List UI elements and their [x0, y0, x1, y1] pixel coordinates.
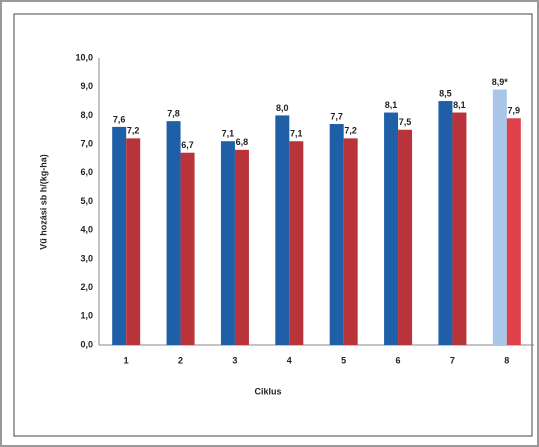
data-label: 6,7: [181, 140, 194, 150]
bar: [126, 138, 141, 345]
x-tick-label: 6: [396, 355, 401, 365]
bar: [398, 129, 413, 345]
data-label: 8,9*: [492, 77, 509, 87]
y-tick-label: 7,0: [80, 138, 93, 148]
x-tick-label: 8: [504, 355, 509, 365]
y-tick-label: 2,0: [80, 282, 93, 292]
y-tick-label: 3,0: [80, 253, 93, 263]
data-label: 7,6: [113, 114, 126, 124]
data-label: 7,9: [508, 106, 521, 116]
y-tick-label: 0,0: [80, 339, 93, 349]
chart-frame: [13, 13, 533, 437]
data-label: 8,0: [276, 103, 289, 113]
data-label: 7,2: [344, 126, 357, 136]
x-tick-label: 4: [287, 355, 292, 365]
y-tick-label: 10,0: [75, 52, 93, 62]
data-label: 7,1: [222, 129, 235, 139]
bar: [275, 115, 290, 346]
x-tick-label: 7: [450, 355, 455, 365]
x-tick-label: 3: [232, 355, 237, 365]
y-tick-label: 5,0: [80, 196, 93, 206]
bar: [166, 121, 181, 345]
bar: [343, 138, 358, 345]
y-tick-label: 9,0: [80, 81, 93, 91]
data-label: 7,7: [330, 111, 343, 121]
data-label: 8,1: [385, 100, 398, 110]
bar: [384, 112, 399, 345]
bar: [220, 141, 235, 345]
bar: [289, 141, 304, 345]
x-tick-label: 2: [178, 355, 183, 365]
bar: [112, 126, 127, 345]
data-label: 8,1: [453, 100, 466, 110]
bar: [180, 152, 195, 345]
data-label: 7,5: [399, 117, 412, 127]
y-tick-label: 4,0: [80, 225, 93, 235]
y-tick-label: 8,0: [80, 110, 93, 120]
bar: [329, 124, 344, 345]
data-label: 7,1: [290, 129, 303, 139]
data-label: 8,5: [439, 88, 452, 98]
x-axis-label: Ciklus: [254, 386, 281, 396]
x-tick-label: 1: [124, 355, 129, 365]
y-tick-label: 1,0: [80, 311, 93, 321]
bar: [492, 89, 507, 345]
y-tick-label: 6,0: [80, 167, 93, 177]
x-tick-label: 5: [341, 355, 346, 365]
bar: [452, 112, 467, 345]
data-label: 7,8: [167, 109, 180, 119]
y-axis-label: Vű hozási sb h/(kg-ha): [38, 154, 48, 250]
data-label: 7,2: [127, 126, 140, 136]
data-label: 6,8: [236, 137, 249, 147]
bar: [234, 149, 249, 345]
bar: [506, 118, 521, 346]
bar: [438, 101, 453, 345]
